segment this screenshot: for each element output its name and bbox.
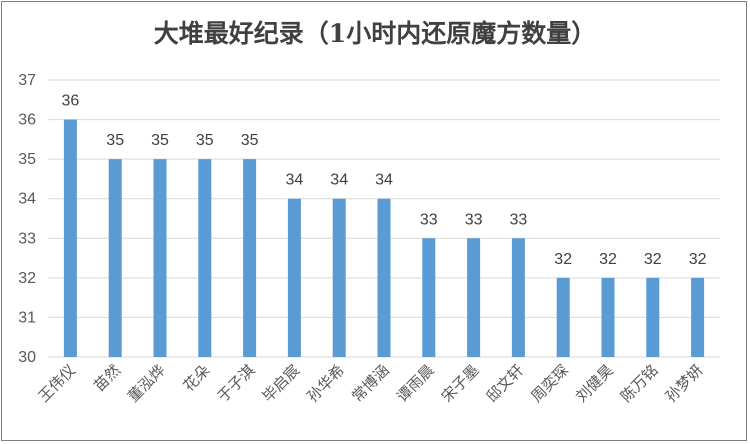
- data-label: 34: [375, 172, 393, 189]
- data-label: 32: [644, 251, 662, 268]
- y-tick-label: 33: [18, 230, 36, 247]
- data-label: 32: [689, 251, 707, 268]
- x-tick-label: 孙梦妍: [662, 361, 707, 406]
- y-tick-label: 30: [18, 349, 36, 366]
- data-label: 33: [510, 211, 528, 228]
- x-tick-label: 董泓烨: [124, 361, 169, 406]
- x-tick-label: 谭雨晨: [393, 361, 438, 406]
- bar: [287, 198, 301, 357]
- y-tick-label: 37: [18, 72, 36, 89]
- y-axis: 30 31 32 33 34 35 36 37: [18, 72, 36, 366]
- data-label: 35: [241, 132, 259, 149]
- x-tick-label: 毕启宸: [259, 361, 304, 406]
- bar: [556, 277, 570, 357]
- y-tick-label: 36: [18, 112, 36, 129]
- bar: [646, 277, 660, 357]
- data-label: 34: [330, 172, 348, 189]
- x-tick-label: 花朵: [180, 361, 214, 395]
- y-tick-label: 34: [18, 191, 36, 208]
- data-label: 35: [106, 132, 124, 149]
- bar: [332, 198, 346, 357]
- data-label: 35: [151, 132, 169, 149]
- data-label: 33: [420, 211, 438, 228]
- bar: [108, 159, 122, 357]
- bar: [511, 238, 525, 357]
- x-tick-label: 周奕琛: [527, 361, 572, 406]
- bar: [467, 238, 481, 357]
- x-tick-label: 常博涵: [348, 361, 393, 406]
- chart-title: 大堆最好纪录（1小时内还原魔方数量）: [153, 19, 597, 48]
- x-tick-label: 刘健昊: [572, 361, 617, 406]
- bar: [153, 159, 167, 357]
- x-tick-label: 王伟仪: [35, 361, 80, 406]
- bar: [422, 238, 436, 357]
- x-tick-label: 孙华希: [303, 361, 348, 406]
- bar: [691, 277, 705, 357]
- bar: [601, 277, 615, 357]
- bar: [63, 119, 77, 357]
- data-label: 33: [465, 211, 483, 228]
- data-labels: 36 35 35 35 35 34 34 34 33 33 33 32 32 32 32: [62, 93, 707, 268]
- x-tick-label: 邸文轩: [483, 361, 528, 406]
- y-tick-label: 31: [18, 309, 36, 326]
- bar: [198, 159, 212, 357]
- x-tick-label: 于子淇: [214, 361, 259, 406]
- x-tick-label: 陈万铭: [617, 361, 662, 406]
- x-axis: 王伟仪 苗然 董泓烨 花朵 于子淇 毕启宸 孙华希 常博涵 谭雨晨 宋子墨 邸文轩 周奕琛 刘健昊 陈万铭…: [35, 361, 707, 406]
- bar: [377, 198, 391, 357]
- data-label: 35: [196, 132, 214, 149]
- bars: [63, 119, 705, 357]
- y-tick-label: 35: [18, 151, 36, 168]
- x-tick-label: 苗然: [90, 361, 124, 395]
- y-tick-label: 32: [18, 270, 36, 287]
- data-label: 32: [554, 251, 572, 268]
- data-label: 36: [62, 93, 80, 110]
- data-label: 34: [286, 172, 304, 189]
- x-tick-label: 宋子墨: [438, 361, 483, 406]
- data-label: 32: [599, 251, 617, 268]
- bar: [243, 159, 257, 357]
